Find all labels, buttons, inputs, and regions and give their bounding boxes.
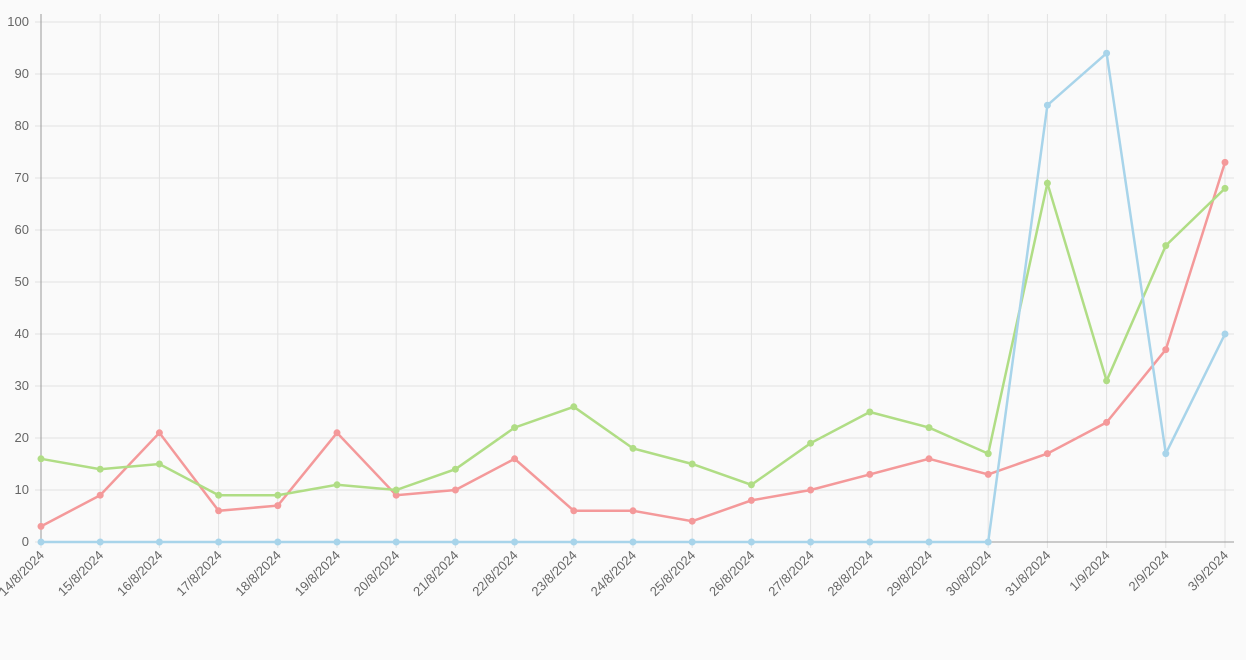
data-point [1043, 179, 1051, 187]
data-point [570, 403, 578, 411]
data-point [629, 507, 637, 515]
data-point [1221, 184, 1229, 192]
data-point [747, 496, 755, 504]
data-point [925, 455, 933, 463]
data-point [96, 538, 104, 546]
x-tick-label: 24/8/2024 [588, 548, 640, 600]
y-tick-label: 90 [15, 66, 29, 81]
y-tick-label: 60 [15, 222, 29, 237]
x-tick-label: 22/8/2024 [469, 548, 521, 600]
data-point [155, 460, 163, 468]
x-tick-label: 19/8/2024 [292, 548, 344, 600]
data-point [511, 455, 519, 463]
data-point [984, 538, 992, 546]
data-point [1162, 450, 1170, 458]
data-point [333, 538, 341, 546]
x-tick-label: 17/8/2024 [173, 548, 225, 600]
data-point [451, 486, 459, 494]
data-point [37, 455, 45, 463]
data-point [629, 538, 637, 546]
data-point [1103, 418, 1111, 426]
data-point [688, 460, 696, 468]
x-tick-label: 25/8/2024 [647, 548, 699, 600]
data-point [570, 538, 578, 546]
data-point [451, 465, 459, 473]
x-tick-label: 16/8/2024 [114, 548, 166, 600]
y-tick-label: 100 [7, 14, 29, 29]
y-tick-label: 80 [15, 118, 29, 133]
y-tick-label: 10 [15, 482, 29, 497]
x-tick-label: 29/8/2024 [884, 548, 936, 600]
data-point [274, 538, 282, 546]
data-point [451, 538, 459, 546]
x-tick-label: 28/8/2024 [824, 548, 876, 600]
data-point [866, 470, 874, 478]
x-tick-label: 2/9/2024 [1126, 548, 1172, 594]
y-tick-label: 50 [15, 274, 29, 289]
data-point [747, 538, 755, 546]
x-tick-label: 26/8/2024 [706, 548, 758, 600]
data-point [96, 491, 104, 499]
data-point [215, 491, 223, 499]
data-point [1221, 158, 1229, 166]
data-point [37, 538, 45, 546]
data-point [1043, 101, 1051, 109]
x-tick-label: 20/8/2024 [351, 548, 403, 600]
x-tick-label: 27/8/2024 [765, 548, 817, 600]
x-tick-label: 14/8/2024 [0, 548, 47, 600]
data-point [570, 507, 578, 515]
data-point [511, 538, 519, 546]
data-point [155, 538, 163, 546]
x-tick-label: 3/9/2024 [1185, 548, 1231, 594]
data-point [1103, 49, 1111, 57]
data-point [747, 481, 755, 489]
data-point [807, 439, 815, 447]
data-point [274, 502, 282, 510]
data-point [333, 429, 341, 437]
data-point [807, 486, 815, 494]
y-tick-label: 40 [15, 326, 29, 341]
data-point [333, 481, 341, 489]
data-point [1162, 346, 1170, 354]
data-point [1103, 377, 1111, 385]
data-point [392, 486, 400, 494]
data-point [629, 444, 637, 452]
data-point [1043, 450, 1051, 458]
x-tick-label: 21/8/2024 [410, 548, 462, 600]
data-point [511, 424, 519, 432]
data-point [688, 517, 696, 525]
data-point [688, 538, 696, 546]
y-tick-label: 0 [22, 534, 29, 549]
data-point [392, 491, 400, 499]
data-point [215, 507, 223, 515]
data-point [274, 491, 282, 499]
x-tick-label: 30/8/2024 [943, 548, 995, 600]
y-tick-label: 20 [15, 430, 29, 445]
data-point [96, 465, 104, 473]
data-point [807, 538, 815, 546]
x-tick-label: 31/8/2024 [1002, 548, 1054, 600]
data-point [984, 470, 992, 478]
y-tick-label: 30 [15, 378, 29, 393]
data-point [866, 408, 874, 416]
x-tick-label: 15/8/2024 [55, 548, 107, 600]
data-point [984, 450, 992, 458]
data-point [392, 538, 400, 546]
data-point [155, 429, 163, 437]
data-point [925, 538, 933, 546]
data-point [37, 522, 45, 530]
data-point [1162, 242, 1170, 250]
data-point [1221, 330, 1229, 338]
x-tick-label: 23/8/2024 [528, 548, 580, 600]
y-tick-label: 70 [15, 170, 29, 185]
data-point [215, 538, 223, 546]
data-point [925, 424, 933, 432]
x-tick-label: 1/9/2024 [1066, 548, 1112, 594]
x-tick-label: 18/8/2024 [232, 548, 284, 600]
data-point [866, 538, 874, 546]
